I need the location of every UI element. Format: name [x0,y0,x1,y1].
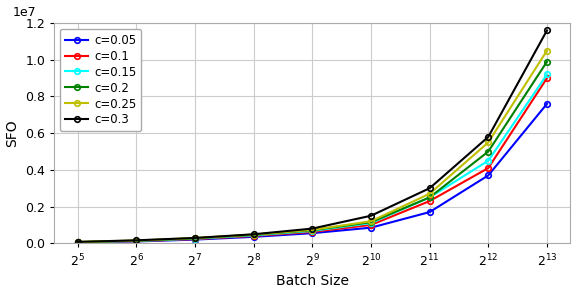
c=0.15 [485,159,492,163]
c=0.1 [133,239,140,243]
Line: c=0.2: c=0.2 [75,59,550,245]
Line: c=0.05: c=0.05 [75,101,550,245]
c=0.15 [250,234,257,237]
c=0.3 [250,233,257,236]
c=0.3 [74,240,81,244]
c=0.3 [426,186,433,190]
c=0.05 [74,240,81,244]
c=0.15 [309,229,316,233]
c=0.2 [485,150,492,153]
Y-axis label: SFO: SFO [6,119,20,147]
Line: c=0.3: c=0.3 [75,28,550,245]
c=0.05 [485,174,492,177]
Text: 1e7: 1e7 [13,6,36,19]
c=0.1 [367,223,374,227]
c=0.2 [250,233,257,237]
c=0.2 [426,196,433,199]
Line: c=0.25: c=0.25 [75,48,550,245]
c=0.15 [426,196,433,199]
c=0.05 [367,226,374,229]
c=0.2 [74,240,81,244]
c=0.1 [426,199,433,203]
c=0.05 [309,231,316,235]
c=0.15 [191,237,198,240]
c=0.2 [544,60,551,64]
c=0.05 [426,210,433,214]
Legend: c=0.05, c=0.1, c=0.15, c=0.2, c=0.25, c=0.3: c=0.05, c=0.1, c=0.15, c=0.2, c=0.25, c=… [60,29,141,131]
c=0.25 [485,141,492,144]
c=0.2 [133,239,140,243]
c=0.1 [485,166,492,170]
c=0.25 [544,49,551,52]
c=0.3 [191,236,198,240]
c=0.1 [191,237,198,241]
c=0.05 [191,238,198,241]
c=0.25 [191,236,198,240]
c=0.1 [309,230,316,234]
c=0.15 [367,221,374,225]
c=0.15 [133,239,140,243]
c=0.05 [544,102,551,106]
c=0.2 [191,237,198,240]
Line: c=0.15: c=0.15 [75,72,550,245]
c=0.1 [544,76,551,80]
c=0.25 [74,240,81,244]
Line: c=0.1: c=0.1 [75,75,550,245]
c=0.25 [426,192,433,196]
c=0.05 [250,235,257,239]
c=0.25 [133,239,140,242]
c=0.25 [367,220,374,223]
c=0.3 [544,29,551,32]
c=0.1 [250,234,257,238]
c=0.3 [367,214,374,218]
c=0.3 [485,135,492,138]
c=0.3 [309,227,316,230]
c=0.2 [367,220,374,224]
c=0.25 [250,233,257,236]
c=0.15 [74,240,81,244]
c=0.15 [544,73,551,76]
c=0.05 [133,240,140,243]
c=0.25 [309,228,316,232]
c=0.2 [309,228,316,232]
c=0.1 [74,240,81,244]
X-axis label: Batch Size: Batch Size [276,274,349,288]
c=0.3 [133,238,140,242]
